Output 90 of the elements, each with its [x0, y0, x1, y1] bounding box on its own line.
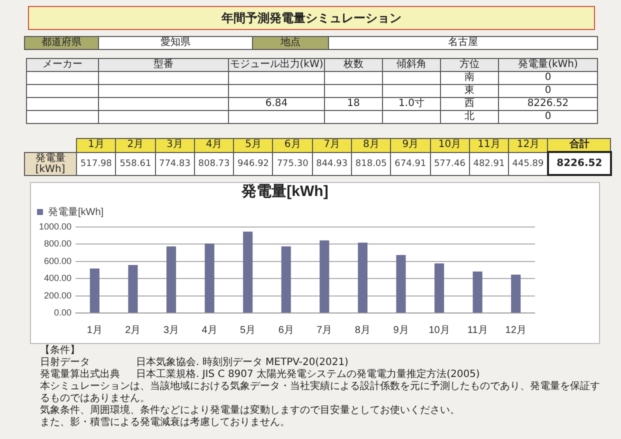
x-tick-label: 8月 [354, 324, 370, 336]
y-tick-label: 200.00 [44, 290, 72, 300]
text: 8226.52 [498, 98, 598, 110]
x-tick-label: 11月 [467, 324, 488, 336]
data-label: 482.91 [469, 152, 509, 175]
category-label: 5月 [245, 139, 262, 150]
y-tick-label: 400.00 [44, 273, 72, 284]
text: 8226.52 [548, 152, 611, 175]
text: 18 [324, 98, 382, 110]
bar [396, 254, 406, 312]
bar [511, 274, 521, 312]
data-label: 946.92 [234, 152, 273, 175]
category-label: 2月 [127, 139, 144, 150]
data-label: 558.61 [116, 152, 156, 175]
x-tick-label: 7月 [316, 324, 332, 336]
category-label: 4月 [206, 139, 222, 150]
x-tick-label: 10月 [428, 324, 450, 336]
category-label: 6月 [284, 139, 301, 150]
category-label: 12月 [516, 139, 540, 150]
x-tick-label: 1月 [86, 324, 102, 336]
text: 発電量 [kWh] [24, 152, 77, 175]
data-label: 517.98 [76, 152, 116, 175]
y-tick-label: 0.00 [54, 307, 72, 318]
x-tick-label: 6月 [278, 324, 294, 336]
bar [281, 246, 291, 312]
text: 愛知県 [98, 36, 252, 50]
text: 【条件】 [40, 345, 81, 356]
text: 0 [498, 84, 598, 98]
text: 南 [440, 72, 498, 84]
text: 発電量算出式出典 [40, 369, 121, 380]
text: 東 [440, 84, 498, 98]
text: 発電量(kWh) [498, 58, 598, 72]
text: 名古屋 [328, 36, 598, 50]
text: 傾斜角 [382, 58, 440, 72]
bar [472, 271, 482, 312]
x-tick-label: 2月 [125, 324, 141, 336]
text: 本シミュレーションは、当該地域における気象データ・当社実績による設計係数を元に予測したものであり、発電量を保証するものではありません。 [40, 381, 600, 404]
text: 気象条件、周囲環境、条件などにより発電量は変動しますので目安量としてお使いください。 [40, 405, 461, 416]
text: 0 [498, 110, 598, 124]
data-label: 577.46 [430, 152, 470, 175]
text: 都道府県 [24, 36, 98, 50]
data-label: 674.91 [390, 152, 430, 175]
text: 1.0寸 [382, 98, 440, 110]
legend-label: 発電量[kWh] [48, 206, 104, 218]
y-tick-label: 800.00 [44, 238, 72, 249]
text: 日本工業規格. JIS C 8907 太陽光発電システムの発電電力量推定方法(2005) [136, 369, 480, 380]
bar [128, 264, 138, 312]
text: 方位 [440, 58, 498, 72]
data-label: 774.83 [155, 152, 194, 175]
category-label: 11月 [478, 139, 500, 150]
text: メーカー [26, 58, 98, 72]
text: 型番 [98, 58, 228, 72]
bar [243, 232, 253, 312]
text: 日本気象協会. 時刻別データ METPV-20(2021) [136, 357, 348, 368]
category-label: 3月 [166, 139, 183, 150]
chart-title: 発電量[kWh] [240, 183, 328, 200]
x-tick-label: 12月 [505, 324, 526, 336]
category-label: 10月 [438, 139, 462, 150]
y-tick-label: 600.00 [44, 256, 72, 266]
data-label: 818.05 [352, 152, 391, 175]
x-tick-label: 4月 [202, 324, 218, 336]
text: モジュール出力(kW) [228, 58, 324, 72]
y-tick-label: 1000.00 [38, 221, 72, 232]
text: 0 [498, 72, 598, 84]
text: 合計 [548, 138, 611, 152]
data-label: 844.93 [312, 152, 352, 175]
data-label: 445.89 [508, 152, 548, 175]
text: また、影・積雪による発電減衰は考慮しておりません。 [40, 417, 291, 429]
bar [434, 263, 444, 312]
text: 西 [440, 98, 498, 110]
data-label: 808.73 [194, 152, 234, 175]
data-label: 775.30 [272, 152, 312, 175]
bar [166, 246, 176, 312]
bar [90, 268, 100, 312]
bar [204, 243, 214, 312]
x-tick-label: 9月 [393, 324, 409, 336]
x-tick-label: 5月 [240, 324, 256, 336]
category-label: 9月 [402, 139, 419, 150]
text: 枚数 [324, 58, 382, 72]
text: 6.84 [228, 98, 324, 110]
bar [358, 242, 368, 312]
text: 北 [440, 110, 498, 124]
category-label: 1月 [88, 139, 104, 150]
x-tick-label: 3月 [163, 324, 180, 336]
text: 年間予測発電量シミュレーション [28, 6, 595, 30]
text: 地点 [252, 36, 328, 50]
category-label: 7月 [324, 139, 340, 150]
bar [320, 240, 330, 312]
text: 日射データ [40, 357, 91, 368]
category-label: 8月 [362, 139, 380, 150]
